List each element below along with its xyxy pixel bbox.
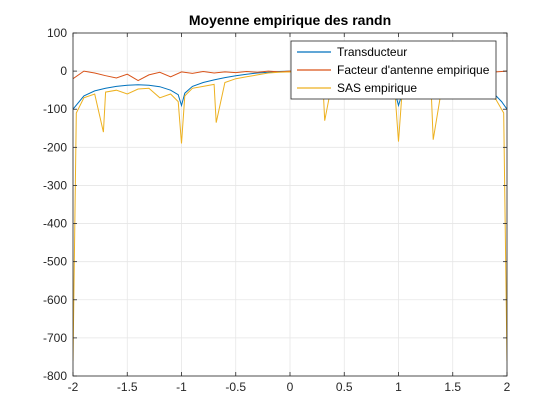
y-tick-label: -100 — [43, 102, 67, 116]
ticks: -2 -1.5 -1 -0.5 0 0.5 1 1.5 2 -800 -700 -600 -500 -40… — [43, 26, 511, 394]
series-line-3 — [73, 71, 507, 361]
x-tick-label: 0 — [287, 380, 294, 394]
y-tick-label: 0 — [60, 64, 67, 78]
y-tick-label: -800 — [43, 369, 67, 383]
x-tick-label: -0.5 — [225, 380, 246, 394]
y-tick-label: -700 — [43, 331, 67, 345]
x-tick-label: 1.5 — [444, 380, 461, 394]
y-tick-label: 100 — [47, 26, 67, 40]
legend-items: Transducteur Facteur d'antenne empirique S… — [297, 45, 490, 95]
x-tick-label: 2 — [504, 380, 511, 394]
x-tick-label: -1.5 — [117, 380, 138, 394]
x-tick-label: -2 — [68, 380, 79, 394]
legend-label: Facteur d'antenne empirique — [337, 63, 490, 77]
y-tick-label: -500 — [43, 255, 67, 269]
x-tick-label: 0.5 — [336, 380, 353, 394]
y-tick-label: -400 — [43, 217, 67, 231]
y-tick-label: -200 — [43, 140, 67, 154]
legend: Transducteur Facteur d'antenne empirique S… — [290, 40, 497, 100]
legend-label: SAS empirique — [337, 81, 417, 95]
y-tick-label: -600 — [43, 293, 67, 307]
legend-label: Transducteur — [337, 45, 407, 59]
x-tick-label: 1 — [395, 380, 402, 394]
x-tick-label: -1 — [176, 380, 187, 394]
chart-title: Moyenne empirique des randn — [189, 12, 391, 28]
y-tick-label: -300 — [43, 178, 67, 192]
